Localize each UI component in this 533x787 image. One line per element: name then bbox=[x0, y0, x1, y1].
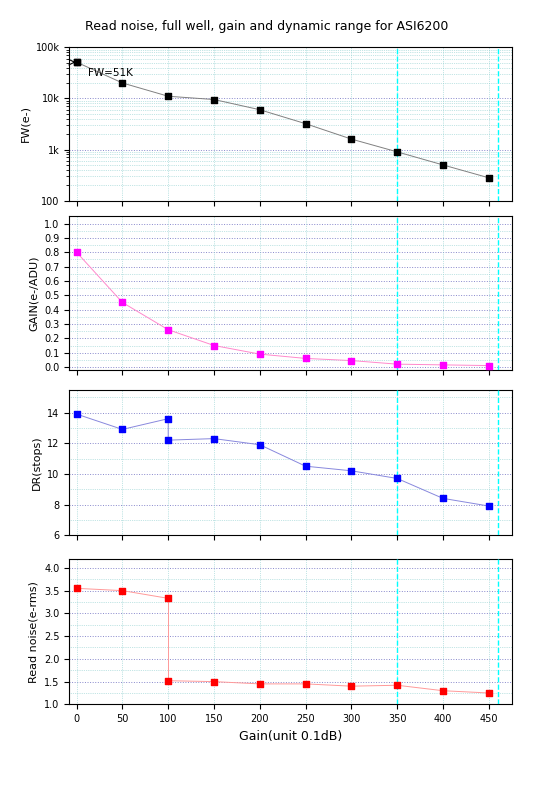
Point bbox=[164, 90, 173, 102]
Point bbox=[347, 680, 356, 693]
Point bbox=[118, 296, 127, 309]
Point bbox=[72, 246, 81, 259]
Point bbox=[118, 423, 127, 436]
Point bbox=[72, 56, 81, 68]
Point bbox=[118, 76, 127, 89]
Point bbox=[72, 408, 81, 420]
Y-axis label: Read noise(e-rms): Read noise(e-rms) bbox=[28, 581, 38, 682]
Point bbox=[164, 592, 173, 604]
Y-axis label: DR(stops): DR(stops) bbox=[31, 435, 42, 490]
Point bbox=[393, 146, 401, 158]
Point bbox=[210, 675, 219, 688]
Point bbox=[210, 93, 219, 105]
Point bbox=[164, 434, 173, 446]
Point bbox=[439, 359, 447, 371]
X-axis label: Gain(unit 0.1dB): Gain(unit 0.1dB) bbox=[239, 730, 342, 743]
Point bbox=[439, 159, 447, 172]
Point bbox=[72, 582, 81, 595]
Point bbox=[255, 678, 264, 690]
Point bbox=[301, 460, 310, 472]
Point bbox=[255, 348, 264, 360]
Point bbox=[72, 56, 81, 68]
Point bbox=[301, 678, 310, 690]
Point bbox=[301, 117, 310, 130]
Point bbox=[164, 323, 173, 336]
Point bbox=[484, 687, 493, 700]
Point bbox=[439, 492, 447, 504]
Point bbox=[347, 133, 356, 146]
Point bbox=[393, 679, 401, 692]
Point bbox=[164, 412, 173, 425]
Point bbox=[484, 500, 493, 512]
Text: Read noise, full well, gain and dynamic range for ASI6200: Read noise, full well, gain and dynamic … bbox=[85, 20, 448, 33]
Point bbox=[255, 438, 264, 451]
Point bbox=[210, 432, 219, 445]
Point bbox=[393, 472, 401, 485]
Y-axis label: GAIN(e-/ADU): GAIN(e-/ADU) bbox=[29, 256, 38, 331]
Y-axis label: FW(e-): FW(e-) bbox=[20, 105, 30, 142]
Point bbox=[347, 354, 356, 367]
Point bbox=[393, 358, 401, 371]
Point bbox=[347, 464, 356, 477]
Point bbox=[255, 103, 264, 116]
Point bbox=[301, 352, 310, 364]
Point bbox=[484, 172, 493, 184]
Point bbox=[439, 685, 447, 697]
Point bbox=[210, 339, 219, 352]
Point bbox=[118, 584, 127, 597]
Point bbox=[484, 360, 493, 372]
Text: FW=51K: FW=51K bbox=[87, 68, 133, 77]
Point bbox=[164, 674, 173, 687]
